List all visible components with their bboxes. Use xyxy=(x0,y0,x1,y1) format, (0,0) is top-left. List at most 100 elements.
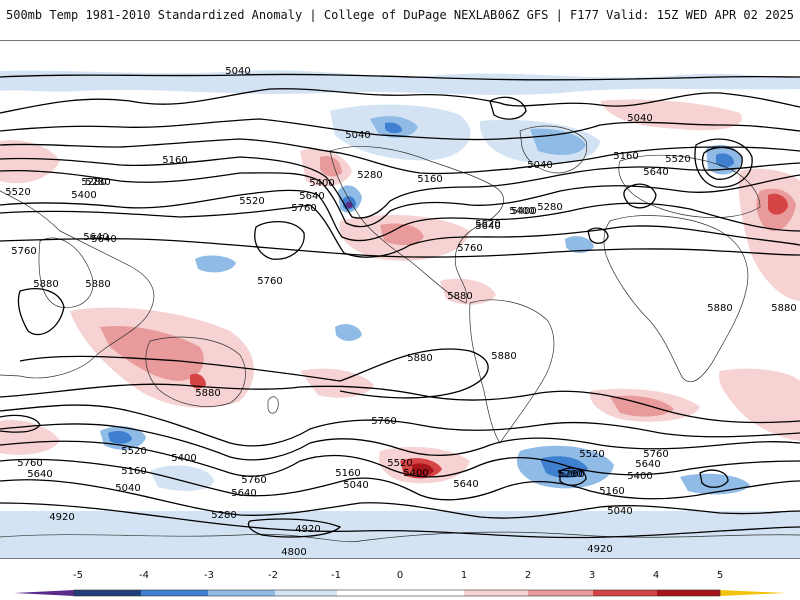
contour-label: 5640 xyxy=(83,232,108,243)
contour-label: 4800 xyxy=(281,547,306,558)
colorbar-segment xyxy=(337,590,400,596)
contour-label: 5040 xyxy=(225,66,250,77)
contour-line xyxy=(254,221,305,260)
colorbar-segment xyxy=(657,590,720,596)
coastline xyxy=(38,237,94,308)
anomaly-area-blue xyxy=(530,128,586,155)
contour-line xyxy=(694,138,753,188)
contour-label: 5760 xyxy=(17,458,42,469)
contour-label: 5040 xyxy=(527,160,552,171)
contour-label: 5280 xyxy=(537,202,562,213)
anomaly-area-red xyxy=(190,373,206,389)
contour-label: 5400 xyxy=(511,206,536,217)
contour-label: 5520 xyxy=(121,446,146,457)
colorbar-tick-label: 5 xyxy=(716,570,724,581)
contour-label: 5640 xyxy=(231,488,256,499)
anomaly-area-red xyxy=(440,278,496,305)
contour-label: 5280 xyxy=(559,469,584,480)
contour-label: 5160 xyxy=(613,151,638,162)
colorbar-segment xyxy=(208,590,275,596)
contour-label: 5640 xyxy=(475,221,500,232)
contour-line xyxy=(0,138,800,175)
contour-label: 4920 xyxy=(49,512,74,523)
contour-label: 5400 xyxy=(171,453,196,464)
colorbar-tick-label: 1 xyxy=(460,570,468,581)
colorbar-tick-label: 3 xyxy=(588,570,596,581)
height-contours xyxy=(0,73,800,539)
colorbar-segment xyxy=(74,590,141,596)
contour-label: 5400 xyxy=(71,190,96,201)
anomaly-shading xyxy=(0,70,800,558)
map-title: 500mb Temp 1981-2010 Standardized Anomal… xyxy=(6,8,498,22)
contour-label: 5760 xyxy=(291,203,316,214)
anomaly-area-blue xyxy=(565,236,594,253)
anomaly-area-blue xyxy=(195,255,236,273)
map-header: 500mb Temp 1981-2010 Standardized Anomal… xyxy=(0,0,800,30)
contour-label: 5640 xyxy=(91,234,116,245)
contour-label: 5040 xyxy=(345,130,370,141)
contour-label: 5640 xyxy=(299,191,324,202)
contour-label: 5160 xyxy=(121,466,146,477)
contour-label: 5760 xyxy=(457,243,482,254)
anomaly-area-red xyxy=(100,325,204,381)
contour-label: 4920 xyxy=(295,524,320,535)
contour-label: 5160 xyxy=(599,486,624,497)
colorbar-segment xyxy=(400,590,464,596)
contour-label: 5880 xyxy=(407,353,432,364)
colorbar-graphic xyxy=(14,589,786,597)
contour-label: 5400 xyxy=(403,468,428,479)
contour-label: 5040 xyxy=(343,480,368,491)
contour-label: 5280 xyxy=(557,469,582,480)
contour-label: 5520 xyxy=(5,187,30,198)
model-run-info: 06Z GFS | F177 Valid: 15Z WED APR 02 202… xyxy=(497,8,794,22)
contour-line xyxy=(701,146,743,180)
colorbar-segment xyxy=(528,590,593,596)
anomaly-area-blue xyxy=(0,511,800,558)
anomaly-area-blue xyxy=(335,324,362,341)
colorbar-tick-label: -3 xyxy=(204,570,214,581)
contour-label: 5880 xyxy=(85,279,110,290)
colorbar-tick-label: -2 xyxy=(268,570,278,581)
anomaly-area-blue xyxy=(385,122,402,134)
contour-line xyxy=(587,227,609,244)
contour-label: 5880 xyxy=(447,291,472,302)
anomaly-area-red xyxy=(0,139,60,184)
contour-label: 5280 xyxy=(211,510,236,521)
map-panel: 5040 5040 5040 5040 5160 5160 5160 5280 5280 5280… xyxy=(0,40,800,559)
contour-label: 5760 xyxy=(11,246,36,257)
contour-label: 5520 xyxy=(387,458,412,469)
contour-label: 5400 xyxy=(509,206,534,217)
contour-label: 5040 xyxy=(607,506,632,517)
contour-labels: 5040 5040 5040 5040 5160 5160 5160 5280 5280 5280… xyxy=(5,66,796,558)
contour-label: 5040 xyxy=(627,113,652,124)
contour-line xyxy=(0,156,800,219)
anomaly-colorbar: -5 -4 -3 -2 -1 0 1 2 3 4 5 xyxy=(0,570,800,600)
colorbar-segment xyxy=(14,590,74,596)
colorbar-segment xyxy=(464,590,528,596)
anomaly-area-blue xyxy=(108,431,132,444)
contour-label: 5880 xyxy=(33,279,58,290)
contour-line xyxy=(0,169,800,228)
contour-line xyxy=(0,189,800,242)
colorbar-segment xyxy=(593,590,657,596)
anomaly-area-red xyxy=(380,223,424,246)
anomaly-area-blue xyxy=(0,70,800,95)
contour-line xyxy=(17,288,65,336)
contour-label: 5760 xyxy=(371,416,396,427)
contour-line xyxy=(559,467,587,486)
anomaly-area-red xyxy=(320,155,342,177)
colorbar-tick-label: -1 xyxy=(331,570,341,581)
contour-label: 5280 xyxy=(81,177,106,188)
contour-line xyxy=(0,404,800,447)
anomaly-area-red xyxy=(718,368,800,441)
contour-label: 5760 xyxy=(241,475,266,486)
contour-label: 5040 xyxy=(115,483,140,494)
coastline xyxy=(267,396,279,414)
contour-label: 5520 xyxy=(665,154,690,165)
anomaly-area-red xyxy=(768,193,788,215)
coastline xyxy=(519,125,588,174)
contour-line xyxy=(0,73,800,81)
coastline xyxy=(145,336,246,407)
contour-label: 5520 xyxy=(475,219,500,230)
colorbar-tick-label: 4 xyxy=(652,570,660,581)
